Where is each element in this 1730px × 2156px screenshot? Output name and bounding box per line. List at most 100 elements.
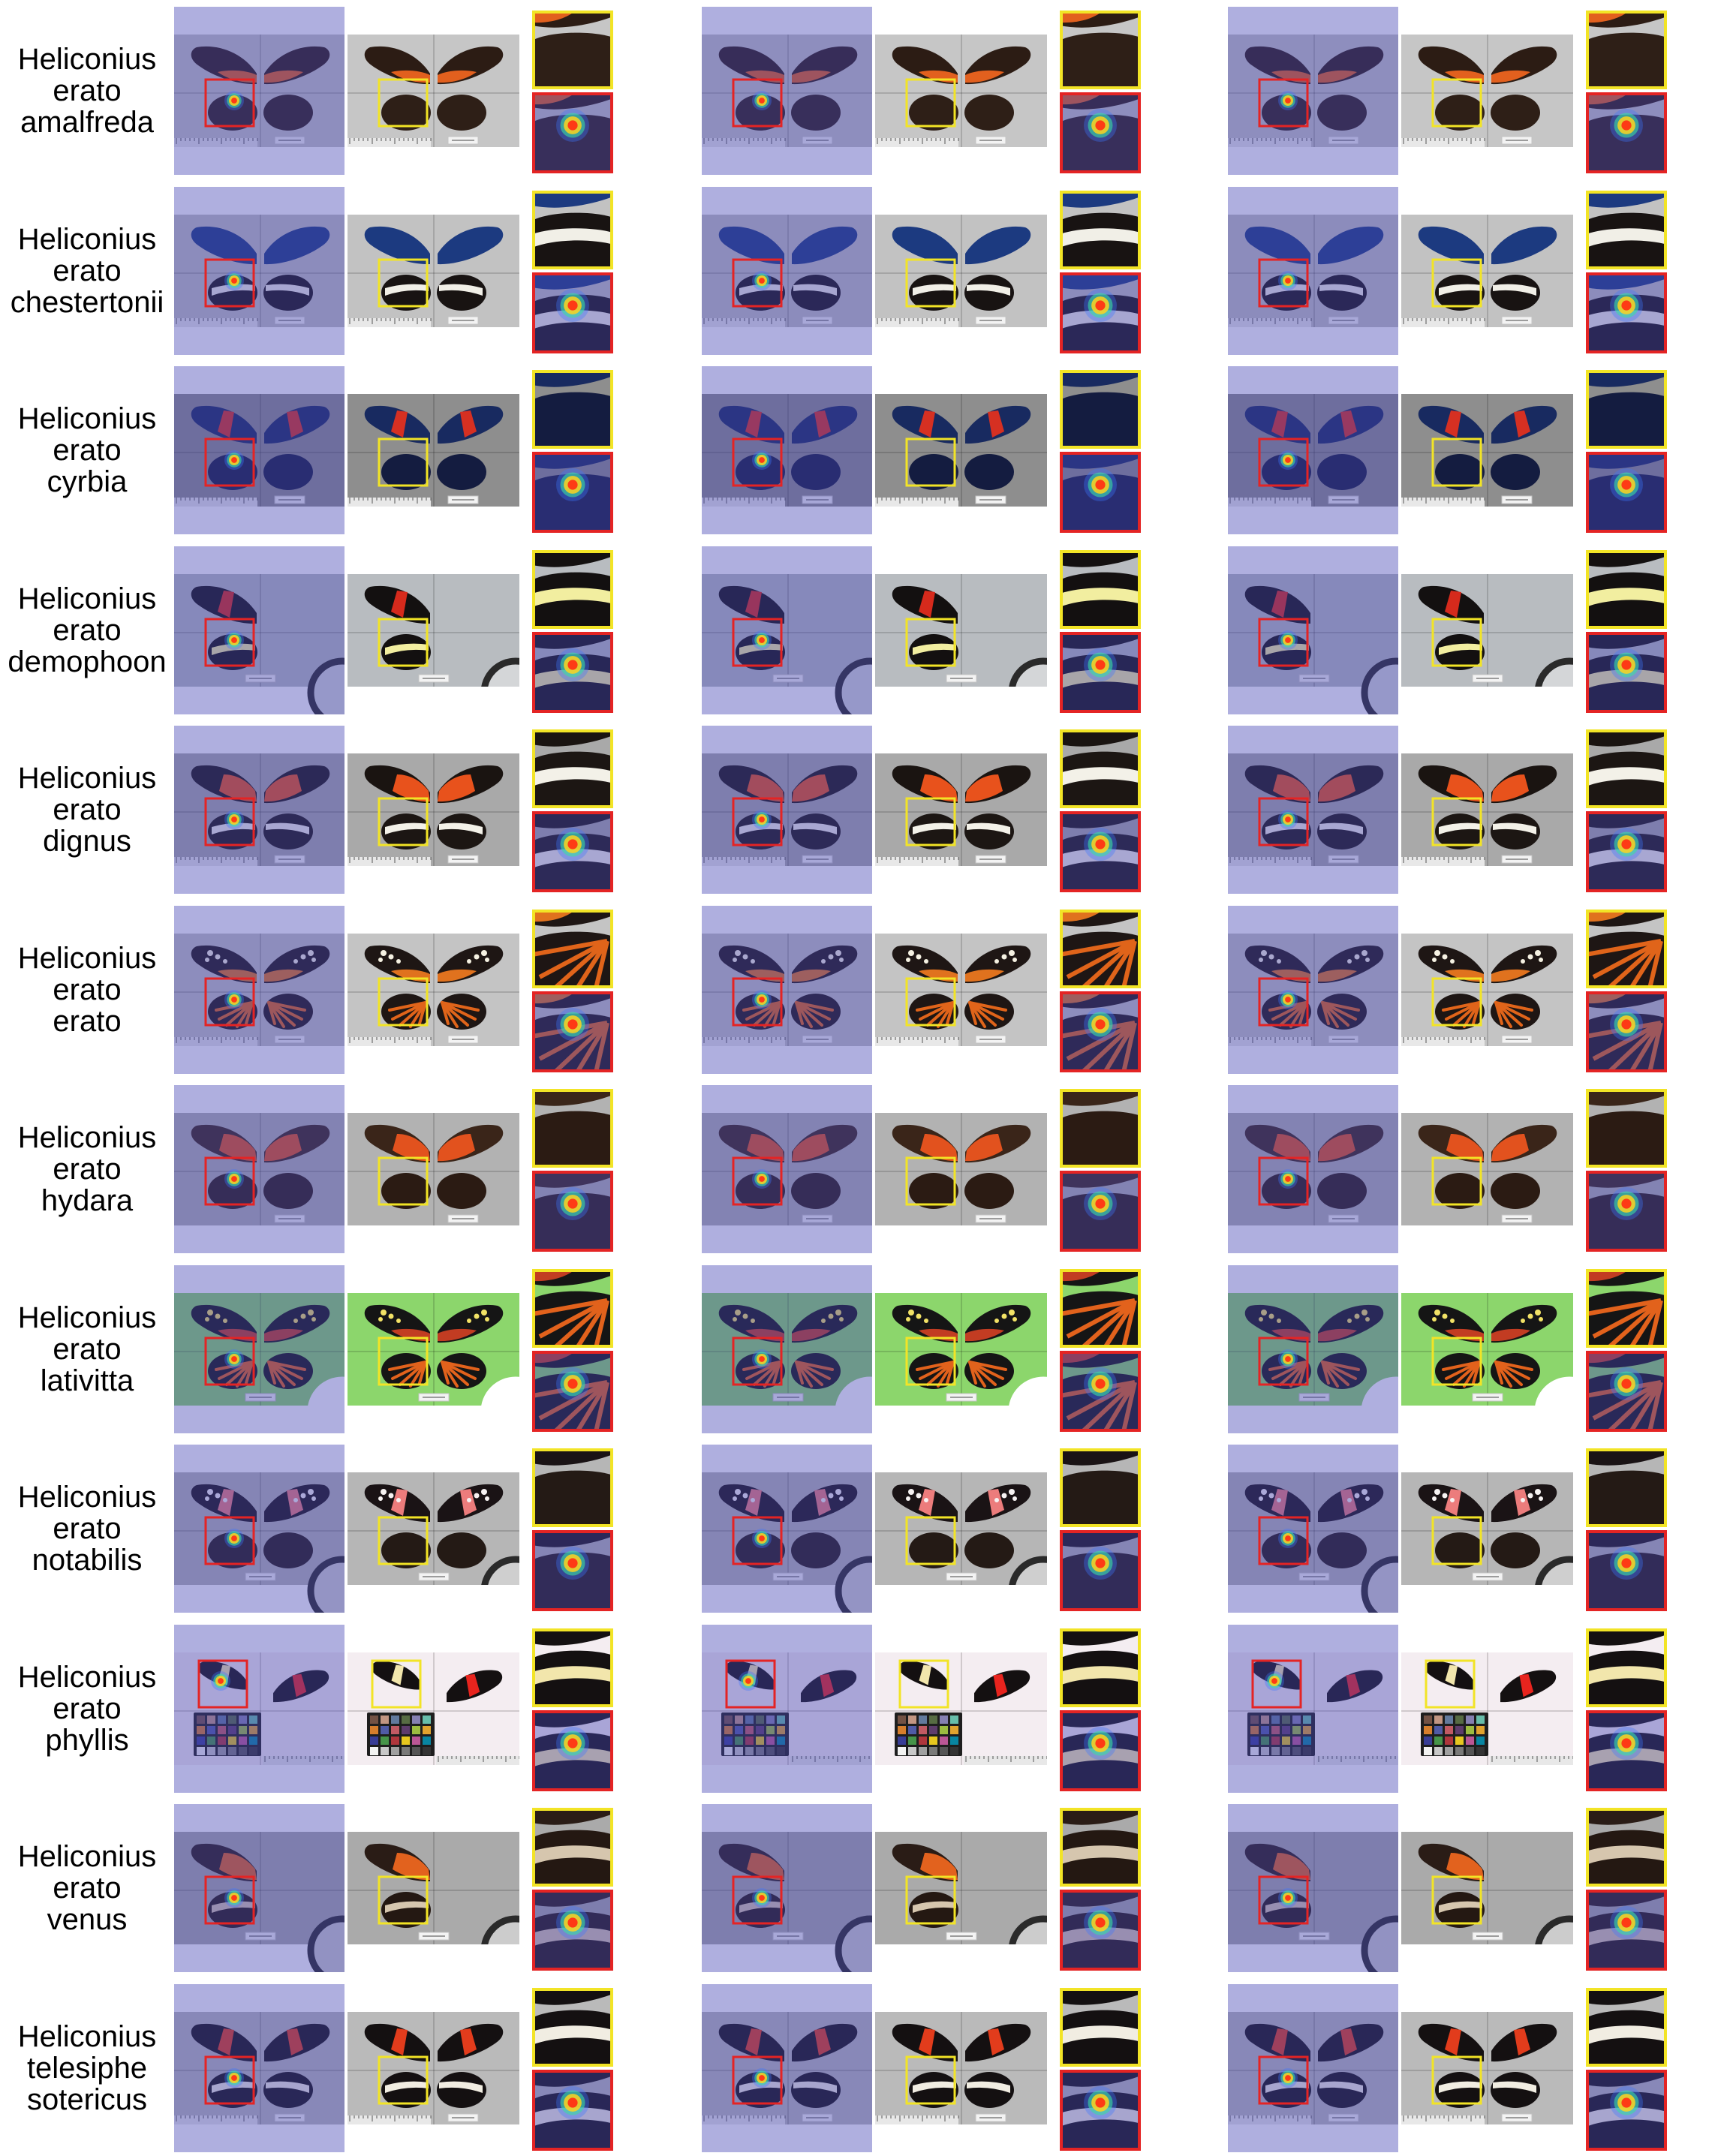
forewing xyxy=(364,1484,430,1523)
heat-spot xyxy=(759,1356,765,1362)
right-wings xyxy=(1317,226,1384,311)
left-wings xyxy=(191,1484,257,1568)
specimen-tag-text xyxy=(278,140,301,141)
forewing-spot xyxy=(828,1313,834,1319)
forewing-spot xyxy=(1527,1493,1533,1499)
crop-border-yellow xyxy=(1586,1448,1667,1527)
crop-forewing xyxy=(1586,452,1667,469)
color-checker-patch xyxy=(1292,1747,1301,1755)
forewing-spot xyxy=(839,958,844,962)
hindwing-band xyxy=(739,1901,783,1913)
yellow-region-box xyxy=(378,1875,429,1925)
hindwing xyxy=(791,275,841,311)
hindwing-shape xyxy=(437,1532,486,1568)
forewing xyxy=(1418,1484,1484,1523)
crop-hindwing-band xyxy=(1586,310,1667,329)
crop-hindwing-ray xyxy=(532,939,608,957)
hindwing xyxy=(736,95,785,131)
heat-spot xyxy=(759,816,765,822)
forewing-spot xyxy=(1259,1496,1263,1501)
right-wings xyxy=(791,2023,858,2108)
crop-forewing-patch xyxy=(532,92,576,105)
crop-forewing xyxy=(532,729,613,747)
loupe xyxy=(481,1376,519,1406)
hindwing-ray xyxy=(1279,1001,1307,1027)
crop-border-yellow xyxy=(1586,191,1667,269)
hindwing-shape xyxy=(1491,813,1540,849)
hindwing-shape xyxy=(909,1173,958,1209)
forewing-spot xyxy=(1261,1310,1267,1316)
hindwing xyxy=(208,634,257,670)
hindwing-shape xyxy=(1435,1892,1485,1928)
zoom-crop-original xyxy=(1586,1628,1667,1707)
color-checker-patch xyxy=(391,1747,399,1755)
color-checker-patch xyxy=(391,1737,399,1745)
color-checker-patch xyxy=(1271,1715,1280,1724)
left-wings xyxy=(364,1843,431,1928)
forewing-spot xyxy=(381,950,387,956)
heatmap-panel xyxy=(174,366,344,534)
heatmap-panel xyxy=(702,726,872,894)
hindwing xyxy=(1317,95,1367,131)
forewing xyxy=(1244,405,1310,444)
crop-hindwing-band xyxy=(1586,228,1667,248)
forewing xyxy=(264,2023,330,2062)
zoom-crop-heatmap xyxy=(532,452,613,533)
crop-border-yellow xyxy=(532,1988,613,2067)
hindwing-shape xyxy=(1262,1892,1311,1928)
crop-hindwing xyxy=(532,1732,613,1791)
right-forewing-specimen xyxy=(801,1670,857,1703)
heat-spot xyxy=(1095,300,1106,311)
heat-spot xyxy=(1095,1198,1106,1209)
color-checker-patch xyxy=(1303,1715,1311,1724)
right-wings xyxy=(964,226,1031,311)
heat-spot xyxy=(231,457,237,463)
crop-border-yellow xyxy=(1060,910,1141,988)
hindwing-shape xyxy=(208,454,257,490)
ruler xyxy=(174,498,257,507)
forewing-spot xyxy=(1009,1489,1015,1495)
specimen-photo xyxy=(174,1652,344,1765)
color-checker-patch xyxy=(402,1715,410,1724)
right-wings xyxy=(1317,765,1384,849)
hindwing xyxy=(964,1532,1014,1568)
heat-spot xyxy=(1285,2075,1291,2081)
hindwing xyxy=(263,275,313,311)
red-region-box xyxy=(732,618,783,667)
crop-hindwing xyxy=(1586,1470,1667,1527)
color-checker-patch xyxy=(777,1715,785,1724)
heat-spot xyxy=(1621,120,1632,131)
hindwing-ray xyxy=(267,1001,306,1012)
hindwing-shape xyxy=(791,2072,841,2108)
color-checker-patch xyxy=(724,1747,733,1755)
forewing-spot xyxy=(735,1310,741,1316)
hindwing-ray xyxy=(1494,1001,1533,1012)
crop-hindwing-band xyxy=(1060,1666,1141,1685)
forewing-spot xyxy=(908,1489,914,1495)
specimen-tag-text xyxy=(452,499,474,501)
left-wings xyxy=(1418,46,1485,131)
hindwing-shape xyxy=(736,95,785,131)
crop-forewing xyxy=(1586,1988,1667,2005)
specimen-tag-text xyxy=(1303,1935,1325,1937)
hindwing xyxy=(208,1173,257,1209)
yellow-region-box xyxy=(905,438,956,487)
color-checker-patch xyxy=(239,1726,247,1734)
hindwing-band xyxy=(439,822,483,834)
forewing xyxy=(1491,945,1557,984)
crop-hindwing xyxy=(1586,1552,1667,1611)
red-region-box xyxy=(732,258,783,308)
forewing-patch xyxy=(1445,2028,1461,2055)
forewing-spot xyxy=(751,1319,755,1323)
loupe xyxy=(1009,1915,1047,1944)
color-checker-patch xyxy=(1271,1747,1280,1755)
crop-border-yellow xyxy=(532,191,613,269)
crop-hindwing-band xyxy=(1060,669,1141,689)
hindwing xyxy=(381,1353,431,1389)
hindwing-band xyxy=(1439,643,1482,655)
yellow-region-box xyxy=(1431,797,1482,846)
yellow-region-box xyxy=(378,977,429,1027)
heat-spot xyxy=(567,1379,578,1389)
hindwing-ray xyxy=(1494,1361,1523,1386)
forewing-shape xyxy=(438,226,504,265)
